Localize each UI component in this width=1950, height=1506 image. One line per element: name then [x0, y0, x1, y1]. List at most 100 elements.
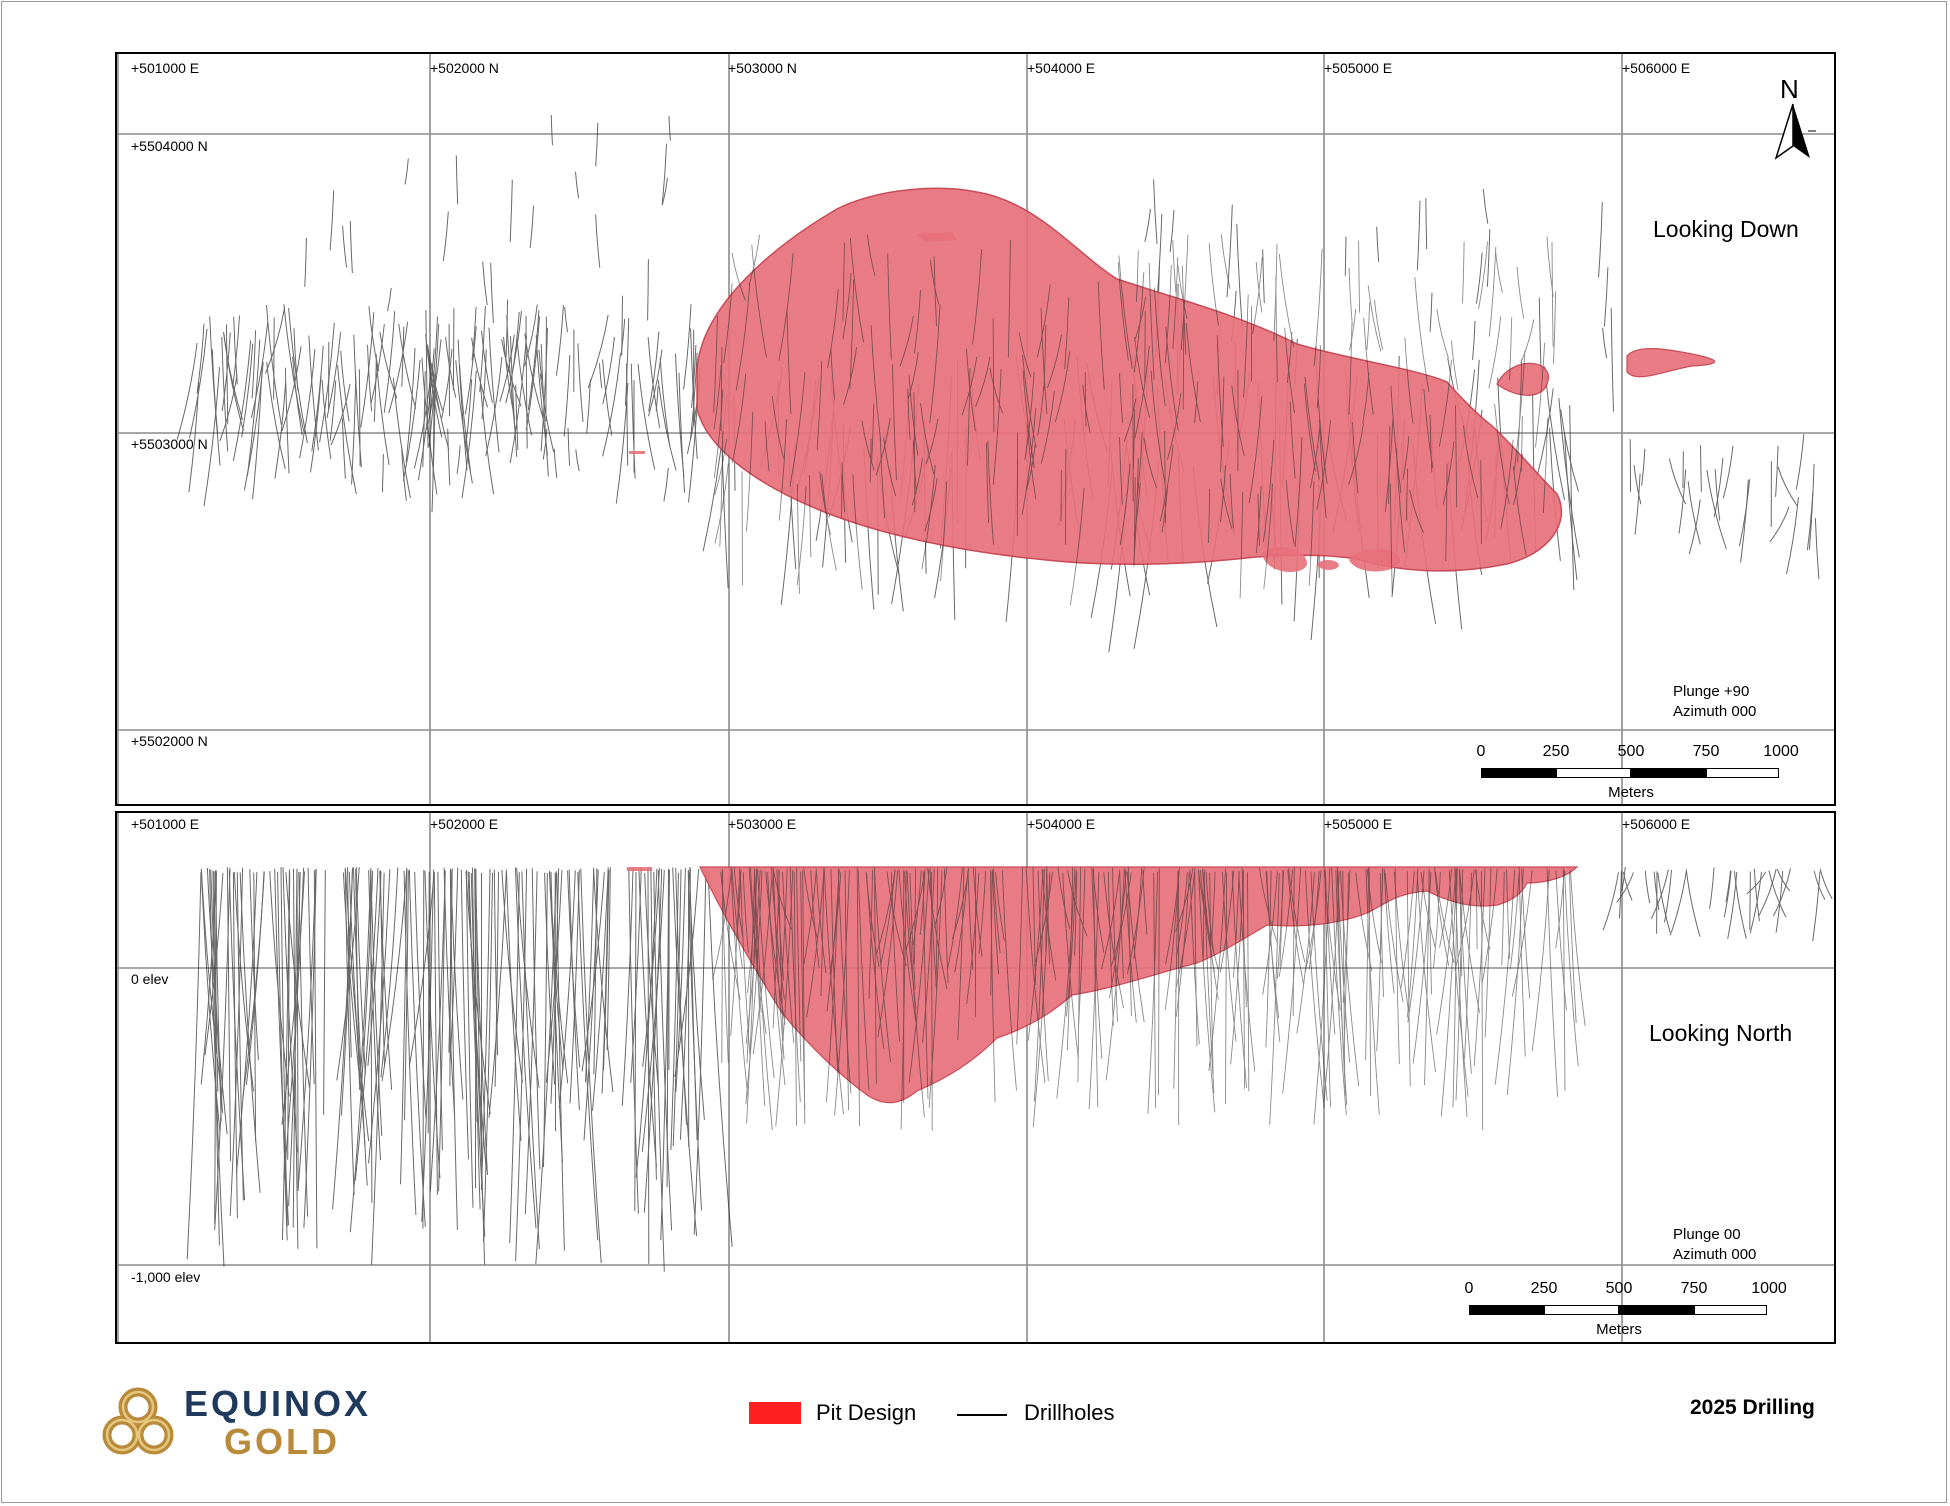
drillhole-trace	[1159, 444, 1174, 522]
drillhole-trace	[585, 867, 595, 1083]
drillhole-trace	[188, 382, 200, 493]
drillhole-trace	[621, 868, 634, 1106]
drillhole-trace	[1084, 372, 1087, 427]
drillhole-trace	[1722, 445, 1734, 499]
drillhole-trace	[1714, 468, 1721, 521]
drillhole-trace	[921, 464, 936, 570]
drillhole-trace	[1101, 869, 1121, 970]
drillhole-trace	[527, 310, 540, 411]
drillhole-trace	[837, 868, 852, 1094]
drillhole-trace	[1126, 871, 1145, 1023]
plan-scale-tick-0: 0	[1476, 743, 1486, 760]
drillhole-trace	[1475, 252, 1483, 304]
drillhole-trace	[1494, 869, 1516, 1085]
plan-pit-satellite-ne	[1626, 347, 1716, 378]
drillhole-trace	[1484, 867, 1492, 1038]
drillhole-trace	[602, 336, 615, 405]
drillhole-trace	[1405, 468, 1409, 521]
drillhole-trace	[1812, 871, 1821, 942]
drillhole-trace	[1202, 868, 1219, 1000]
drillhole-trace	[1488, 316, 1502, 389]
drillhole-trace	[1185, 323, 1201, 423]
drillhole-trace	[1147, 871, 1158, 1114]
drillhole-trace	[1603, 267, 1609, 327]
drillhole-trace	[1562, 868, 1566, 1091]
drillhole-trace	[426, 347, 440, 410]
drillhole-trace	[906, 871, 925, 1118]
drillhole-trace	[457, 339, 468, 471]
drillhole-trace	[731, 252, 746, 301]
drillhole-trace	[501, 869, 523, 1083]
drillhole-trace	[647, 868, 650, 1264]
drillhole-trace	[1472, 320, 1476, 360]
drillhole-trace	[1135, 250, 1139, 302]
drillhole-trace	[223, 332, 244, 421]
drillhole-trace	[1175, 867, 1194, 932]
drillhole-trace	[1455, 405, 1458, 508]
legend-pit-design-label: Pit Design	[816, 1400, 917, 1425]
plan-grid-label-e3: +503000 N	[728, 60, 797, 76]
legend-pit-design-swatch	[749, 1402, 801, 1424]
drillhole-trace	[1136, 432, 1143, 496]
drillhole-trace	[329, 380, 337, 442]
drillhole-trace	[1535, 342, 1546, 448]
drillhole-trace	[510, 336, 518, 457]
drillhole-trace	[707, 872, 733, 1247]
drillhole-trace	[771, 395, 784, 459]
drillhole-trace	[638, 870, 657, 1167]
drillhole-trace	[1262, 249, 1265, 304]
drillhole-trace	[868, 869, 873, 1000]
plan-pit-lobe-top	[917, 232, 957, 242]
drillhole-trace	[1313, 867, 1331, 1125]
drillhole-trace	[1725, 870, 1731, 902]
drillhole-trace	[1500, 439, 1514, 529]
drillhole-trace	[1205, 871, 1215, 954]
equinox-gold-logo-icon	[102, 1387, 174, 1455]
drillhole-trace	[650, 867, 657, 1180]
drillhole-trace	[186, 872, 202, 1260]
drillhole-trace	[1344, 236, 1347, 276]
drillhole-trace	[1161, 486, 1168, 533]
drillhole-trace	[661, 143, 667, 206]
drillhole-trace	[1189, 869, 1200, 1045]
drillhole-trace	[1134, 345, 1150, 438]
drillhole-trace	[403, 870, 417, 1216]
drillhole-trace	[602, 359, 613, 436]
drillhole-trace	[961, 356, 978, 416]
drillhole-trace	[1093, 868, 1099, 1108]
drillhole-trace	[1429, 292, 1433, 332]
drillhole-trace	[1022, 355, 1037, 448]
drillhole-trace	[733, 866, 744, 937]
drillhole-trace	[1406, 868, 1419, 1018]
drillhole-trace	[593, 870, 614, 1092]
plan-scale-seg-4	[1706, 768, 1779, 778]
drillhole-trace	[417, 348, 435, 481]
section-drillholes	[186, 867, 1833, 1272]
drillhole-trace	[176, 342, 198, 440]
drillhole-trace	[929, 259, 940, 305]
drillhole-trace	[232, 872, 238, 1219]
drillhole-trace	[250, 321, 269, 419]
drillhole-trace	[772, 867, 785, 1060]
drillhole-trace	[1153, 287, 1166, 407]
drillhole-trace	[1414, 276, 1430, 392]
drillhole-trace	[1275, 276, 1278, 383]
drillhole-trace	[501, 339, 522, 407]
drillhole-trace	[757, 868, 775, 1078]
drillhole-trace	[730, 867, 749, 1098]
drillhole-trace	[966, 348, 976, 432]
section-pit-drillholes	[712, 866, 1586, 1131]
drillhole-trace	[296, 868, 299, 1192]
drillhole-trace	[550, 114, 553, 146]
drillhole-trace	[1425, 198, 1428, 250]
drillhole-trace	[483, 872, 493, 1243]
legend-drillholes-label: Drillholes	[1024, 1400, 1115, 1425]
section-scale-seg-2	[1544, 1305, 1619, 1315]
drillhole-trace	[1107, 871, 1114, 1026]
drillhole-trace	[287, 872, 291, 1160]
drillhole-trace	[402, 360, 421, 482]
drillhole-trace	[251, 330, 257, 399]
drillhole-trace	[1448, 870, 1469, 1097]
drillhole-trace	[873, 867, 892, 1063]
